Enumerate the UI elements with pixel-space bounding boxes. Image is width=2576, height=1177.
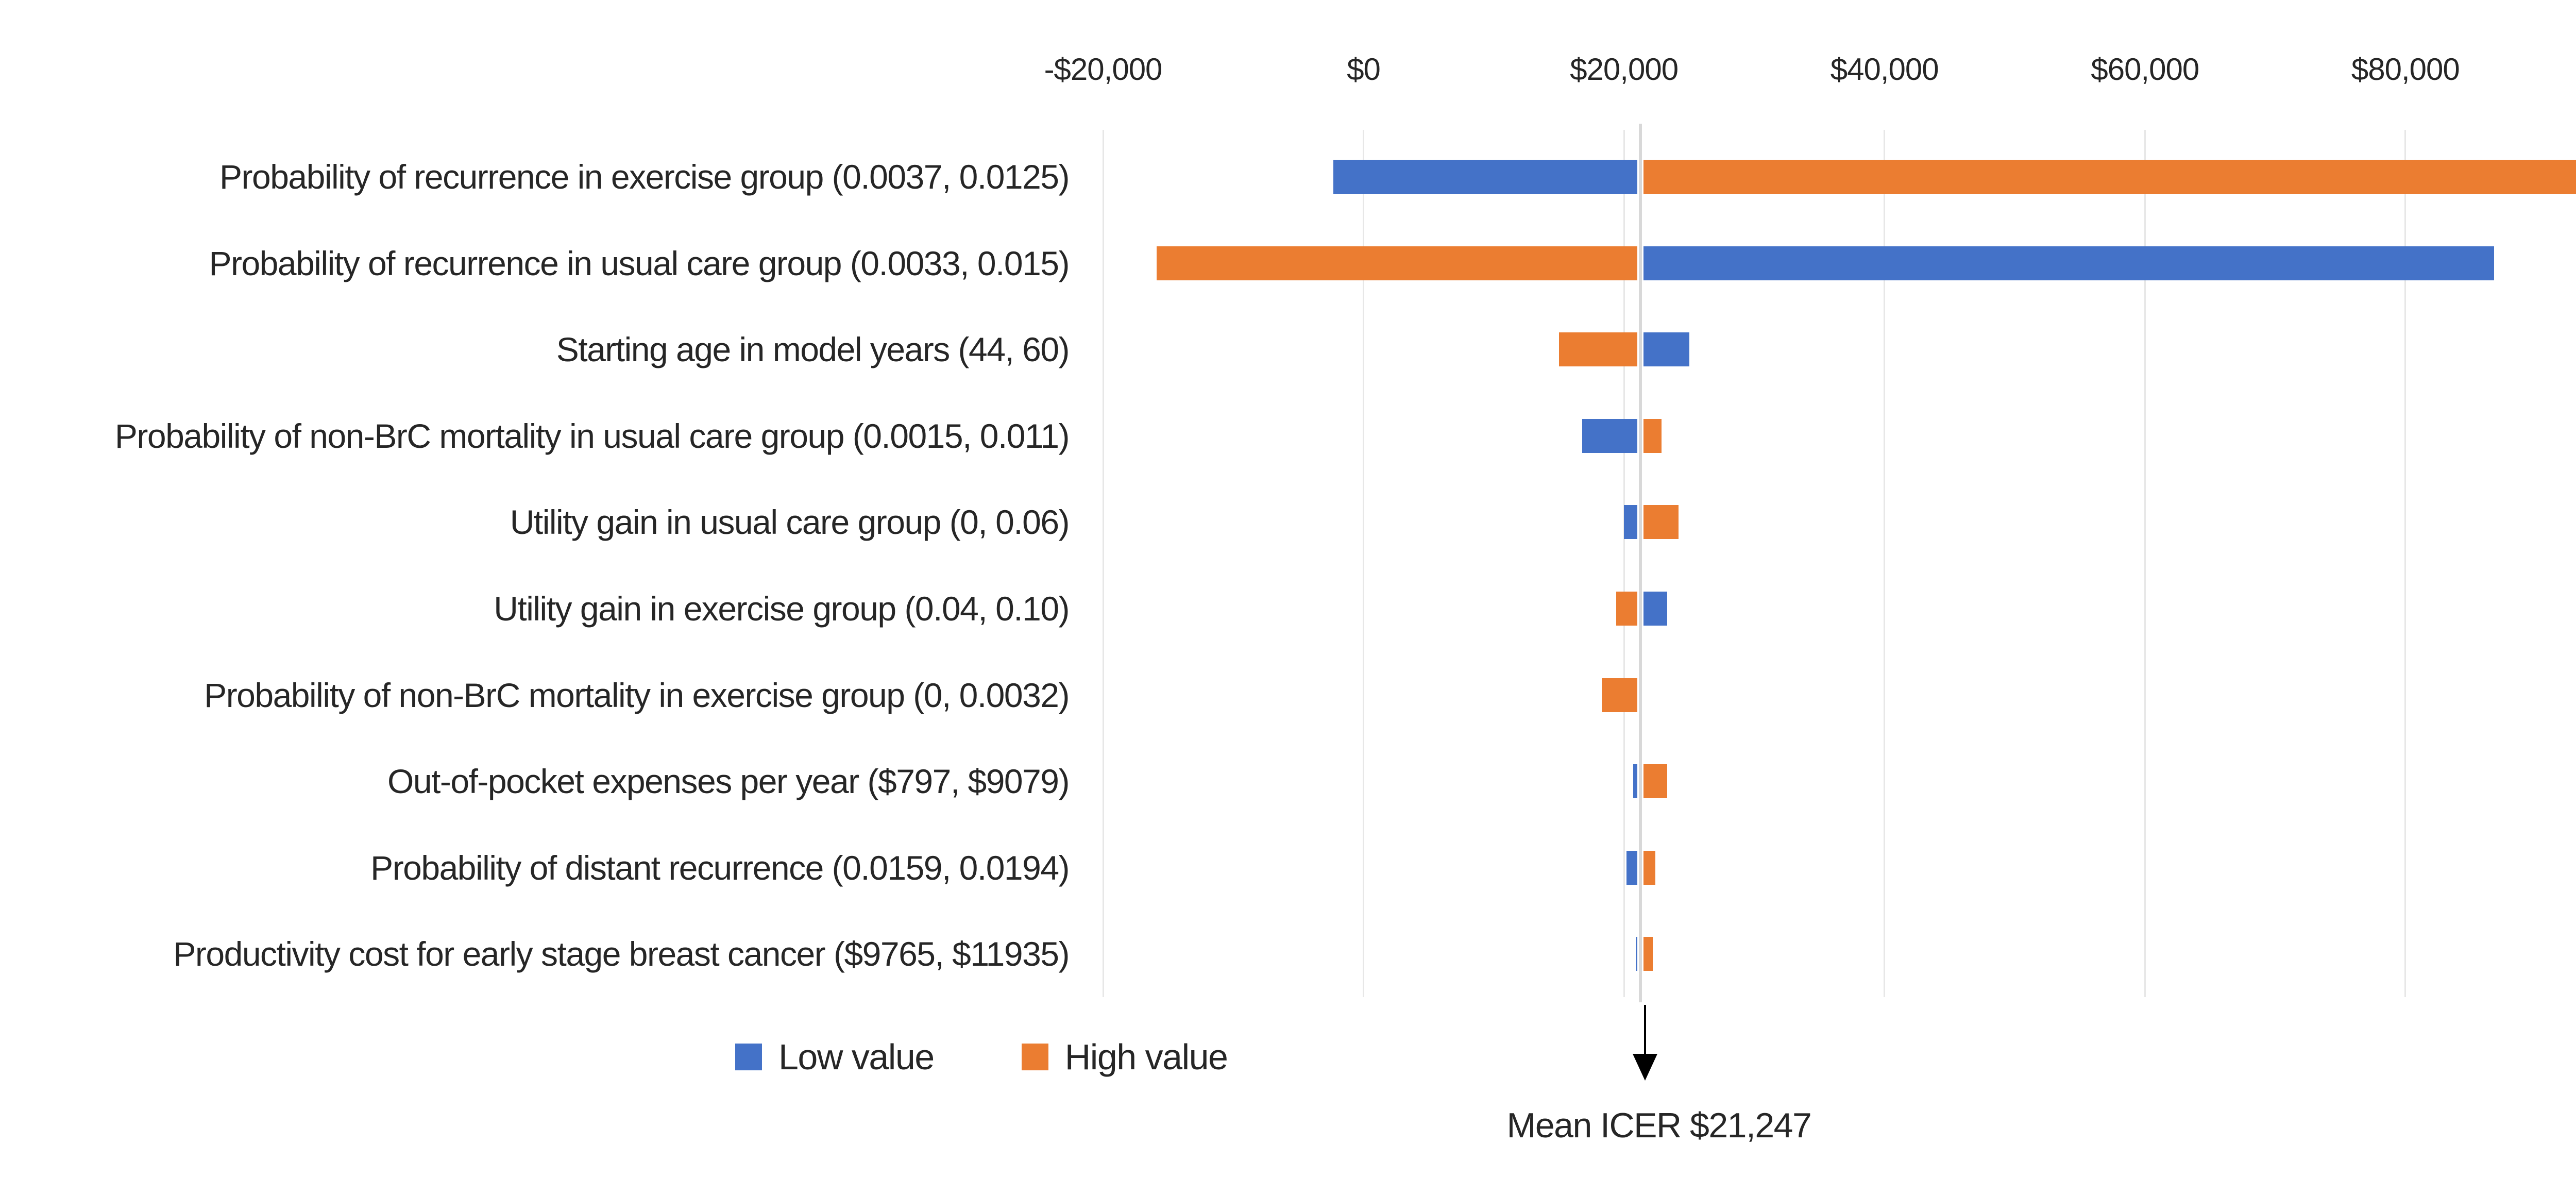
high-value-bar (1558, 332, 1640, 367)
x-axis-tick-label: $100,000 (2506, 52, 2576, 87)
high-value-bar (1640, 418, 1662, 453)
x-axis-tick-label: $60,000 (2091, 52, 2199, 87)
x-axis-gridline (1884, 130, 1886, 997)
category-label: Out-of-pocket expenses per year ($797, $… (387, 762, 1070, 801)
legend-item-low-value: Low value (735, 1037, 935, 1077)
x-axis-gridline (2404, 130, 2406, 997)
mean-icer-arrow-line (1644, 1005, 1646, 1056)
low-value-bar (1333, 160, 1640, 194)
x-axis-tick-label: $40,000 (1830, 52, 1939, 87)
category-label: Probability of distant recurrence (0.015… (370, 848, 1070, 887)
legend-label-high-value: High value (1064, 1037, 1228, 1077)
low-value-bar (1640, 592, 1667, 626)
high-value-bar (1640, 764, 1667, 799)
high-value-bar (1640, 160, 2576, 194)
x-axis-tick-label: $0 (1347, 52, 1381, 87)
category-label: Productivity cost for early stage breast… (173, 935, 1070, 973)
x-axis-gridline (2144, 130, 2146, 997)
category-label: Probability of recurrence in usual care … (209, 244, 1070, 282)
high-value-bar (1602, 678, 1640, 712)
high-value-bar (1640, 505, 1679, 540)
high-value-bar (1156, 246, 1640, 280)
low-value-bar (1640, 246, 2494, 280)
category-label: Utility gain in exercise group (0.04, 0.… (494, 590, 1070, 628)
legend: Low value High value (735, 1037, 1228, 1077)
category-label: Utility gain in usual care group (0, 0.0… (510, 503, 1070, 542)
x-axis-gridline (1363, 130, 1365, 997)
x-axis-gridline (1102, 130, 1104, 997)
x-axis-tick-label: $80,000 (2351, 52, 2460, 87)
high-value-bar (1616, 592, 1640, 626)
category-label: Probability of non-BrC mortality in exer… (204, 676, 1070, 714)
category-label: Probability of recurrence in exercise gr… (219, 158, 1070, 196)
low-value-bar (1582, 418, 1640, 453)
x-axis-tick-label: -$20,000 (1044, 52, 1163, 87)
legend-swatch-high-value (1021, 1044, 1048, 1070)
mean-icer-arrowhead-icon (1633, 1054, 1657, 1081)
category-label: Starting age in model years (44, 60) (556, 330, 1070, 369)
x-axis-tick-label: $20,000 (1570, 52, 1679, 87)
legend-swatch-low-value (735, 1044, 762, 1070)
x-axis-gridline (1623, 130, 1625, 997)
category-label: Probability of non-BrC mortality in usua… (114, 416, 1070, 455)
low-value-bar (1640, 332, 1689, 367)
mean-icer-annotation: Mean ICER $21,247 (1506, 1106, 1812, 1145)
mean-icer-axis-line (1637, 124, 1643, 1002)
legend-item-high-value: High value (1021, 1037, 1228, 1077)
legend-label-low-value: Low value (778, 1037, 935, 1077)
